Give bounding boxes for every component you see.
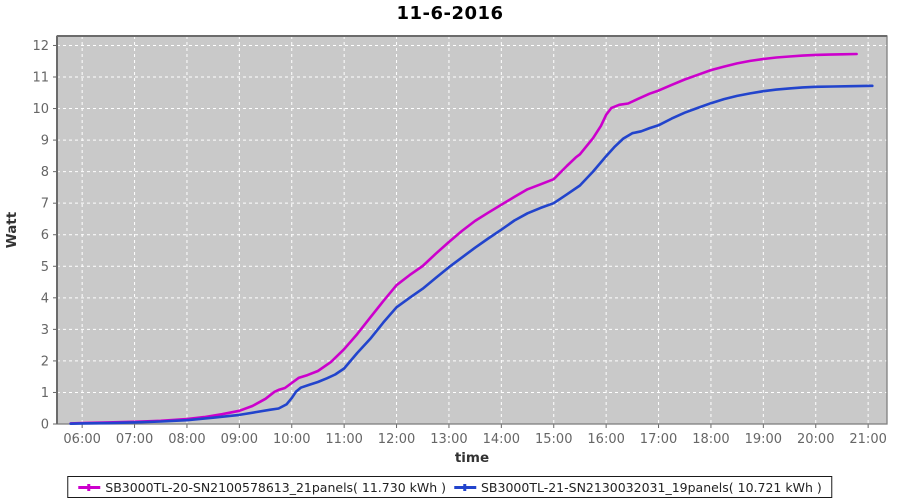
y-tick-label: 11 — [32, 71, 49, 86]
x-tick-label: 18:00 — [692, 432, 729, 447]
x-tick-label: 17:00 — [640, 432, 677, 447]
legend-item-series-0: SB3000TL-20-SN2100578613_21panels( 11.73… — [78, 480, 446, 495]
x-tick-label: 14:00 — [483, 432, 520, 447]
y-tick-label: 7 — [41, 197, 49, 212]
x-tick-label: 09:00 — [221, 432, 258, 447]
series-0-line-glyph — [78, 483, 101, 492]
x-tick-label: 12:00 — [378, 432, 415, 447]
y-tick-label: 10 — [32, 102, 49, 117]
legend-item-series-1: SB3000TL-21-SN2130032031_19panels( 10.72… — [454, 480, 822, 495]
y-tick-label: 6 — [41, 228, 49, 243]
legend: SB3000TL-20-SN2100578613_21panels( 11.73… — [67, 476, 833, 498]
chart-title: 11-6-2016 — [396, 3, 504, 24]
x-tick-label: 08:00 — [168, 432, 205, 447]
x-tick-label: 06:00 — [63, 432, 100, 447]
y-tick-label: 3 — [41, 323, 49, 338]
y-tick-label: 2 — [41, 354, 49, 369]
x-tick-label: 11:00 — [325, 432, 362, 447]
y-tick-label: 4 — [41, 291, 49, 306]
x-tick-label: 10:00 — [273, 432, 310, 447]
y-tick-label: 0 — [41, 418, 49, 433]
legend-label-series-0: SB3000TL-20-SN2100578613_21panels( 11.73… — [105, 479, 446, 495]
y-tick-label: 1 — [41, 386, 49, 401]
plot-background — [57, 36, 887, 424]
x-tick-label: 07:00 — [116, 432, 153, 447]
y-tick-label: 12 — [32, 39, 49, 54]
x-tick-label: 20:00 — [797, 432, 834, 447]
x-tick-label: 13:00 — [430, 432, 467, 447]
y-tick-label: 5 — [41, 260, 49, 275]
legend-label-series-1: SB3000TL-21-SN2130032031_19panels( 10.72… — [481, 479, 822, 495]
y-axis-title: Watt — [4, 211, 20, 248]
series-line-1 — [69, 84, 874, 426]
series-line-0 — [69, 52, 858, 425]
y-tick-label: 9 — [41, 134, 49, 149]
x-tick-label: 19:00 — [745, 432, 782, 447]
x-tick-label: 21:00 — [849, 432, 886, 447]
x-tick-label: 15:00 — [535, 432, 572, 447]
y-tick-label: 8 — [41, 165, 49, 180]
series-1-line-glyph — [454, 483, 476, 492]
x-axis-title: time — [455, 450, 489, 466]
x-tick-label: 16:00 — [587, 432, 624, 447]
